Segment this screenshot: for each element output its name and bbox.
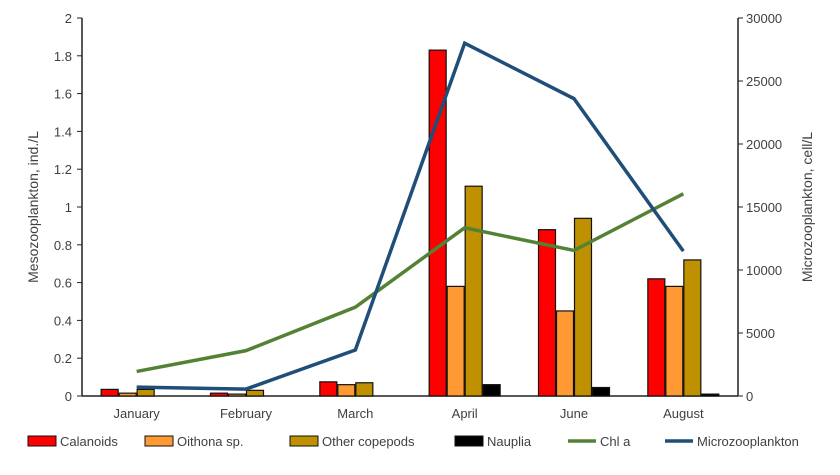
y2-axis-label: Microzooplankton, cell/L [799,132,815,282]
bar-oithona-sp- [665,285,684,397]
y-tick-label: 0.8 [54,238,72,253]
legend-label: Other copepods [322,434,415,449]
x-tick-label: March [337,406,373,421]
y-tick-label: 2 [65,11,72,26]
y-tick-label: 1.2 [54,162,72,177]
legend-label: Chl a [600,434,631,449]
y2-tick-label: 10000 [746,263,782,278]
x-tick-label: August [663,406,704,421]
y-tick-label: 0.6 [54,276,72,291]
bar-calanoids [319,381,338,397]
y-tick-label: 1.8 [54,49,72,64]
bar-other-copepods [573,217,593,397]
legend-label: Nauplia [487,434,532,449]
y2-tick-label: 25000 [746,74,782,89]
bar-calanoids [428,49,447,397]
y2-tick-label: 30000 [746,11,782,26]
x-tick-label: June [560,406,588,421]
y-tick-label: 0.2 [54,351,72,366]
x-tick-label: April [452,406,478,421]
legend-label: Calanoids [60,434,118,449]
line-microzooplankton [136,40,685,391]
bar-oithona-sp- [555,310,575,397]
bar-oithona-sp- [227,393,247,397]
bar-calanoids [537,229,557,397]
y-tick-label: 0.4 [54,313,72,328]
legend-swatch [144,435,174,447]
y-tick-label: 1.4 [54,124,72,139]
bar-calanoids [647,278,666,397]
bar-other-copepods [464,185,483,397]
legend-swatch [27,435,57,447]
y-tick-label: 0 [65,389,72,404]
x-tick-label: January [114,406,161,421]
legend-label: Microzooplankton [697,434,799,449]
y2-tick-label: 5000 [746,326,775,341]
line-chl-a [136,192,685,374]
bar-other-copepods [683,259,702,397]
bar-calanoids [100,388,119,397]
y-axis-label: Mesozooplankton, ind./L [25,131,41,283]
y-tick-label: 1.6 [54,87,72,102]
bar-other-copepods [245,389,265,397]
y2-tick-label: 15000 [746,200,782,215]
bar-oithona-sp- [118,392,137,397]
legend-swatch [289,435,319,447]
y2-tick-label: 0 [746,389,753,404]
bar-calanoids [209,392,229,397]
bar-nauplia [482,384,501,397]
legend-label: Oithona sp. [177,434,244,449]
y2-tick-label: 20000 [746,137,782,152]
x-tick-label: February [220,406,273,421]
legend-swatch [454,435,484,447]
bar-nauplia [591,386,611,397]
y-tick-label: 1 [65,200,72,215]
bar-oithona-sp- [337,384,356,397]
bar-nauplia [701,393,720,397]
bar-other-copepods [355,382,374,397]
bar-oithona-sp- [446,285,465,397]
bar-other-copepods [136,388,155,397]
